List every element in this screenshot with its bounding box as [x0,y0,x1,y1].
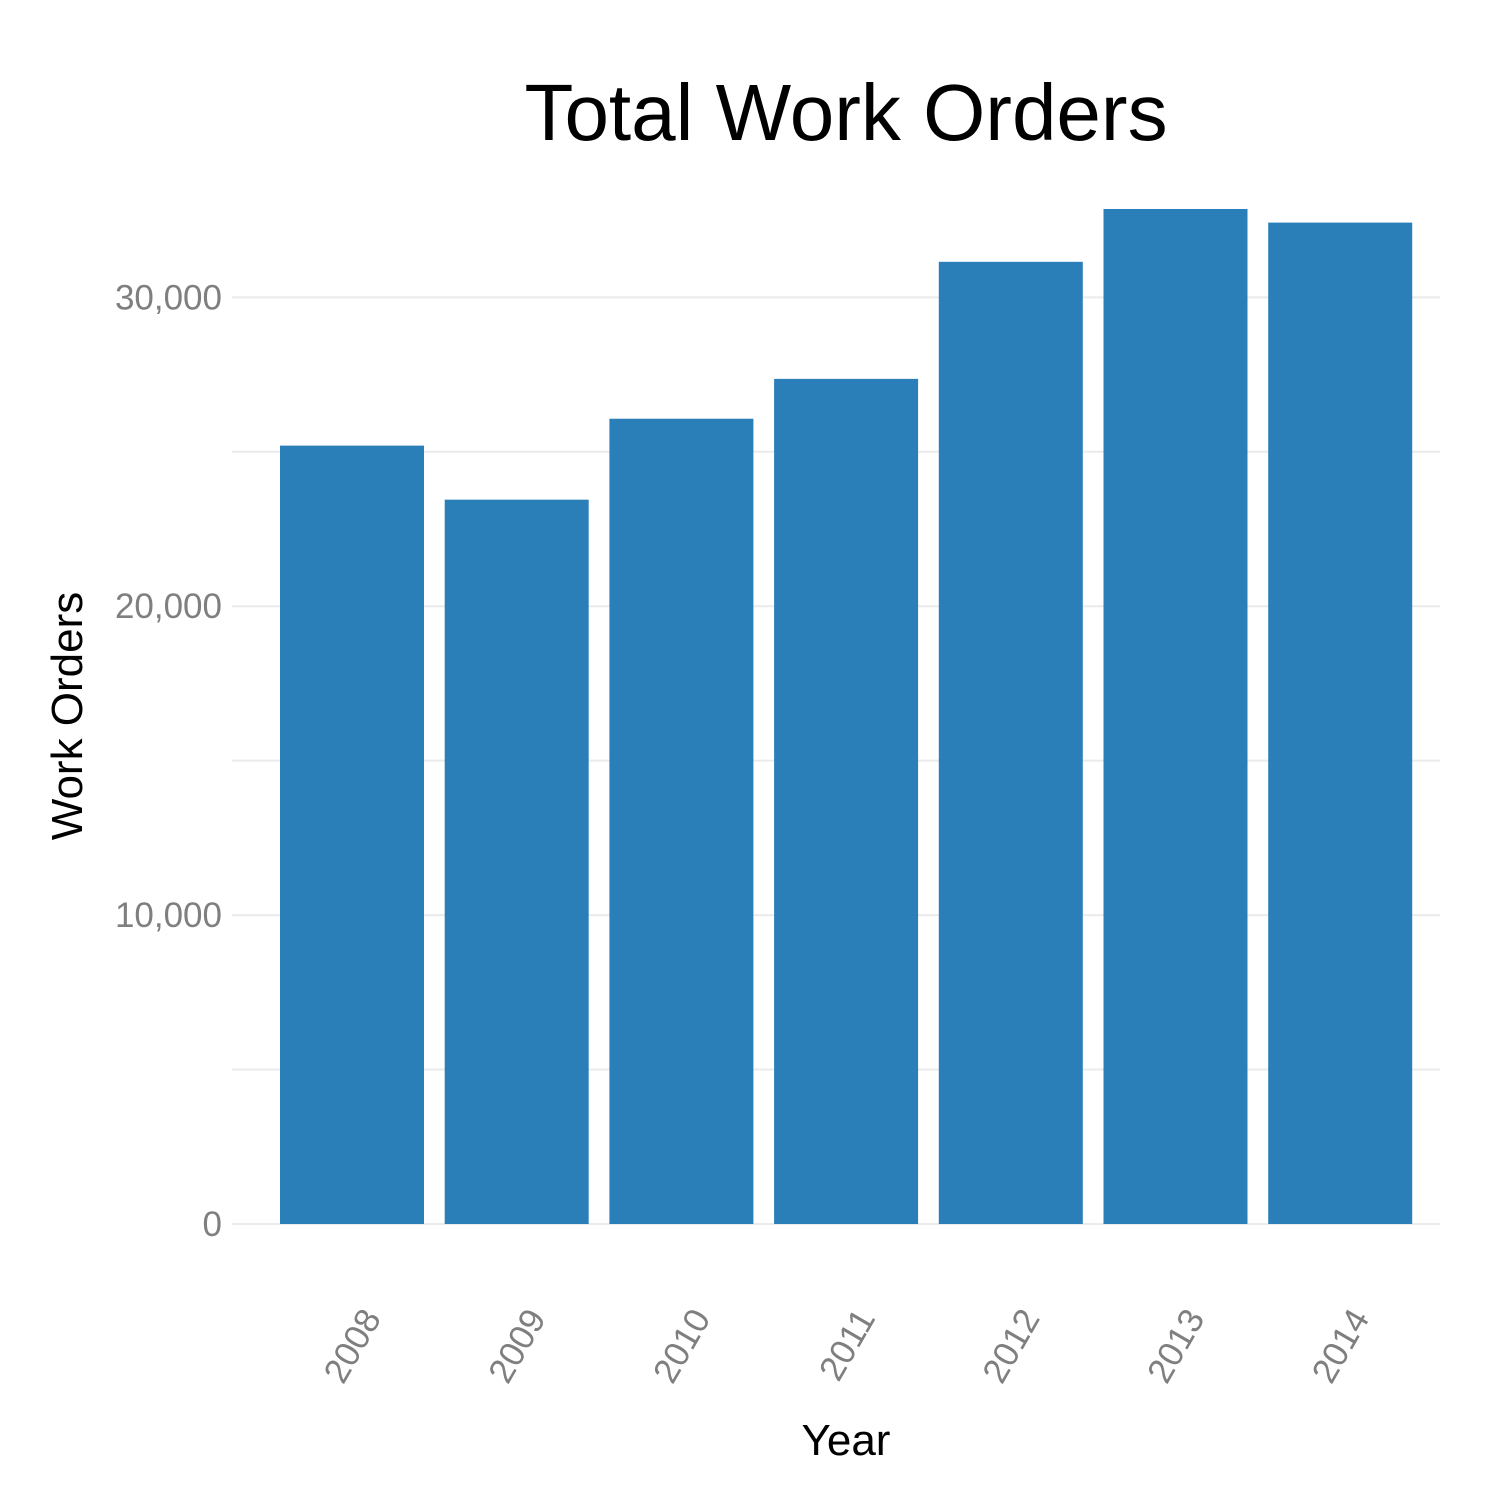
y-tick-label: 20,000 [115,587,222,626]
x-tick-label: 2010 [646,1303,719,1390]
chart-title: Total Work Orders [524,68,1167,157]
bars [280,209,1413,1225]
bar-2013 [1103,209,1248,1224]
bar-2009 [444,499,589,1225]
bar-2008 [280,445,424,1224]
x-tick-label: 2011 [812,1303,883,1388]
y-tick-label: 10,000 [115,896,222,935]
bar-2014 [1268,222,1413,1224]
x-axis-ticks: 2008 2009 2010 2011 2012 2013 2014 [316,1303,1377,1390]
x-tick-label: 2013 [1140,1303,1213,1390]
y-tick-label: 0 [203,1205,222,1244]
x-tick-label: 2009 [481,1303,554,1390]
y-tick-label: 30,000 [115,278,222,317]
bar-2011 [774,378,919,1224]
x-tick-label: 2012 [975,1303,1048,1390]
bar-2010 [609,418,754,1224]
x-tick-label: 2008 [316,1303,389,1390]
y-axis-title: Work Orders [43,592,92,841]
x-axis-title: Year [802,1416,891,1465]
bar-2012 [938,261,1083,1224]
y-axis-ticks: 0 10,000 20,000 30,000 [115,278,222,1244]
x-tick-label: 2014 [1304,1303,1377,1390]
